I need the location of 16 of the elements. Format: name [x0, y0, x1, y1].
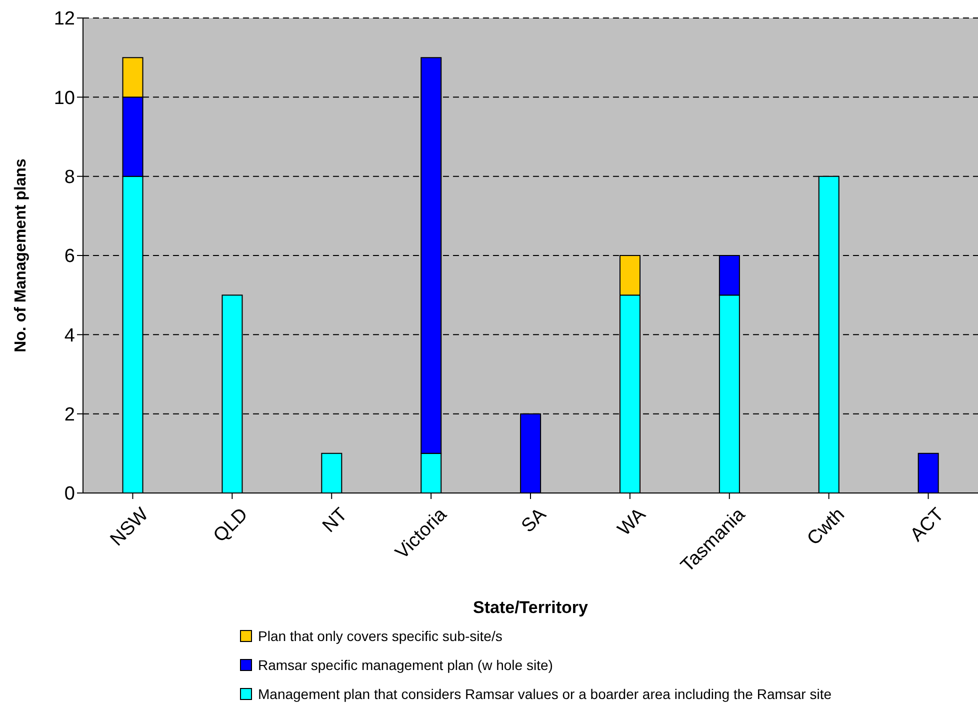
- y-tick-label: 2: [64, 404, 75, 426]
- y-tick-label: 10: [54, 88, 75, 109]
- y-tick-label: 12: [54, 8, 75, 30]
- x-tick-label: QLD: [210, 504, 252, 547]
- x-tick-label: WA: [614, 504, 650, 540]
- y-tick-label: 0: [64, 484, 75, 505]
- y-tick-label: 8: [64, 167, 75, 188]
- legend-label: Ramsar specific management plan (w hole site): [258, 656, 553, 672]
- x-tick-label: NT: [318, 504, 352, 537]
- y-tick-label: 6: [64, 246, 75, 268]
- legend-label: Plan that only covers specific sub-site/s: [258, 628, 502, 644]
- y-tick-label: 4: [64, 325, 76, 346]
- legend-label: Management plan that considers Ramsar values or a boarder area including the Ramsar site: [258, 686, 832, 702]
- y-axis-title: No. of Management plans: [12, 158, 30, 352]
- x-axis-title: State/Territory: [473, 598, 589, 617]
- x-tick-label: SA: [518, 504, 551, 537]
